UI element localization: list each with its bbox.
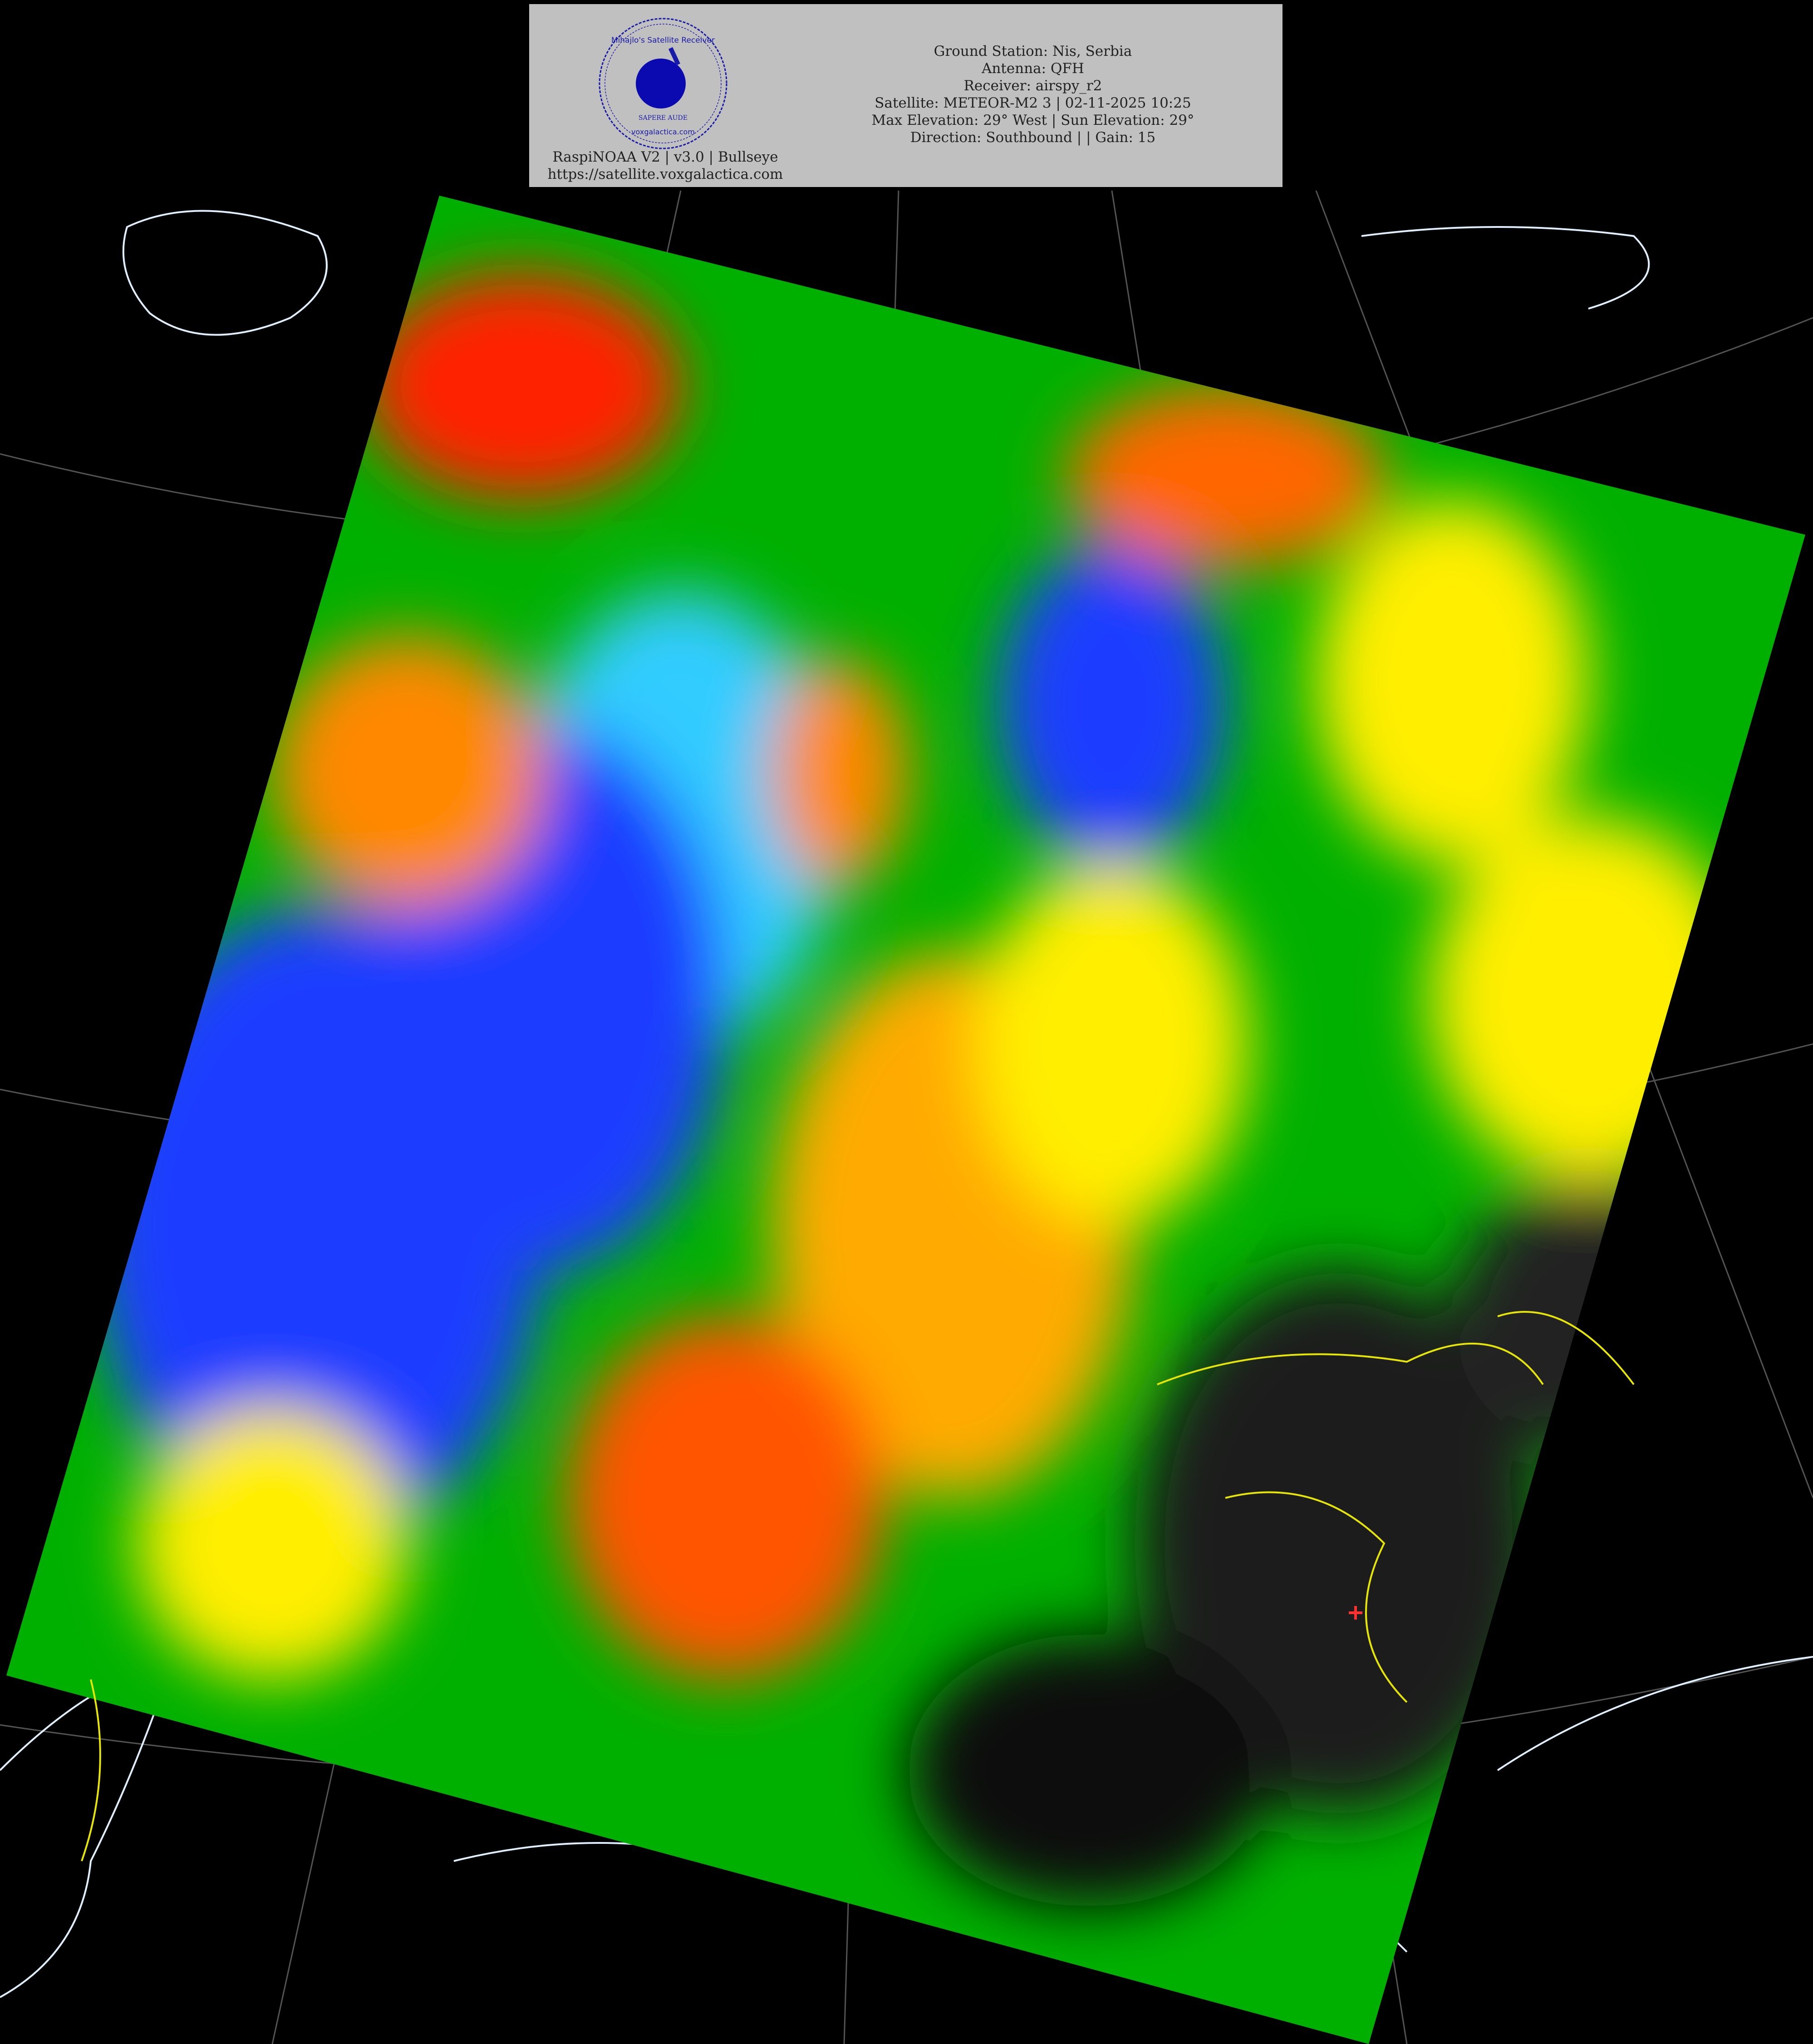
software-version: RaspiNOAA V2 | v3.0 | Bullseye bbox=[552, 149, 778, 165]
pass-info: Ground Station: Nis, Serbia Antenna: QFH… bbox=[792, 43, 1273, 146]
satellite-icon bbox=[668, 47, 680, 66]
website-url: https://satellite.voxgalactica.com bbox=[547, 166, 783, 182]
red-cross-icon bbox=[1349, 1606, 1362, 1620]
elevation: Max Elevation: 29° West | Sun Elevation:… bbox=[871, 112, 1194, 128]
receiver: Receiver: airspy_r2 bbox=[963, 78, 1102, 94]
svg-text:Mihajlo's Satellite Receiver: Mihajlo's Satellite Receiver bbox=[611, 36, 715, 45]
svg-text:voxgalactica.com: voxgalactica.com bbox=[631, 128, 695, 136]
svg-text:SAPERE AUDE: SAPERE AUDE bbox=[639, 114, 688, 122]
info-panel: Mihajlo's Satellite Receiver SAPERE AUDE… bbox=[529, 4, 1282, 187]
station-logo: Mihajlo's Satellite Receiver SAPERE AUDE… bbox=[599, 18, 727, 149]
direction-gain: Direction: Southbound | | Gain: 15 bbox=[910, 129, 1156, 146]
satellite-swath bbox=[6, 196, 1805, 2044]
globe-icon bbox=[636, 59, 686, 108]
ground-station: Ground Station: Nis, Serbia bbox=[934, 43, 1132, 59]
satellite-datetime: Satellite: METEOR-M2 3 | 02-11-2025 10:2… bbox=[875, 95, 1191, 111]
country-borders bbox=[81, 1311, 1635, 1862]
antenna: Antenna: QFH bbox=[982, 60, 1084, 77]
